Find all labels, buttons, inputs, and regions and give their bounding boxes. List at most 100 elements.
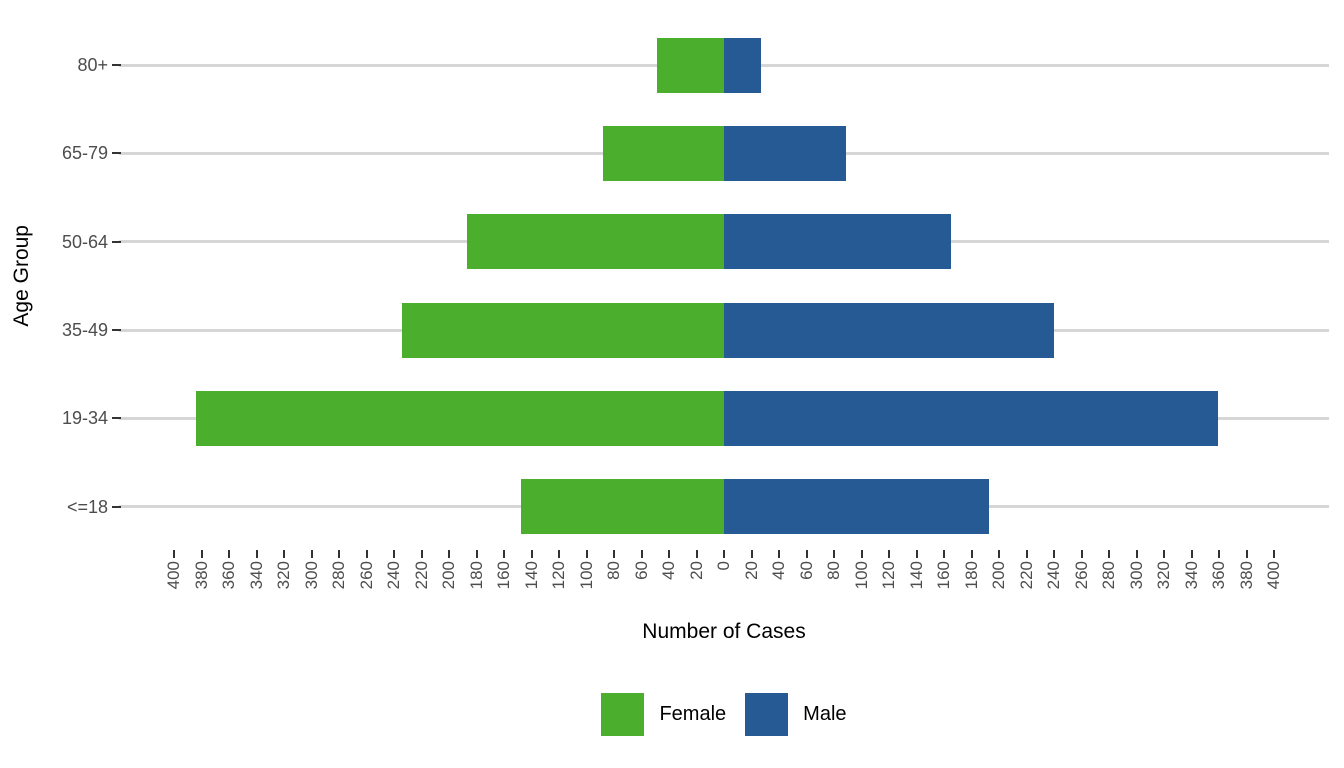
x-tick-mark <box>310 550 313 558</box>
x-tick-mark <box>448 550 450 558</box>
x-tick-mark <box>1273 550 1275 558</box>
x-tick-label: 280 <box>329 561 348 590</box>
x-tick-label: 80 <box>604 561 623 580</box>
x-tick-mark <box>695 550 698 558</box>
x-tick-label: 400 <box>1264 561 1283 590</box>
bar-female-65-79 <box>603 125 724 181</box>
bar-female-19-34 <box>196 390 724 446</box>
y-tick-mark <box>112 152 121 155</box>
x-tick-mark <box>750 550 753 558</box>
x-tick-label: 100 <box>851 561 871 590</box>
bar-male-<=18 <box>724 479 990 535</box>
x-tick-mark <box>1053 550 1055 558</box>
x-tick-label: 400 <box>164 561 183 590</box>
x-tick-label: 180 <box>466 561 486 590</box>
x-tick-mark <box>530 550 533 558</box>
bar-female-35-49 <box>402 302 724 358</box>
x-tick-label: 300 <box>1126 561 1146 590</box>
y-tick-mark <box>112 64 121 67</box>
x-tick-label: 240 <box>1044 561 1063 590</box>
bar-male-80+ <box>724 37 762 93</box>
y-tick-label: 35-49 <box>61 320 108 341</box>
x-tick-label: 320 <box>274 561 293 590</box>
x-tick-label: 180 <box>961 561 981 590</box>
x-tick-label: 160 <box>934 561 953 590</box>
x-tick-mark <box>393 550 395 558</box>
legend-entry-male: Male <box>745 692 847 736</box>
y-axis-title: Age Group <box>10 225 33 327</box>
y-tick-mark <box>112 329 121 332</box>
x-tick-mark <box>365 550 368 558</box>
x-tick-label: 360 <box>219 561 238 590</box>
x-tick-mark <box>1080 550 1083 558</box>
x-tick-mark <box>640 550 643 558</box>
y-tick-label: <=18 <box>66 496 108 517</box>
x-tick-label: 220 <box>411 561 431 590</box>
y-tick-label: 50-64 <box>61 231 108 252</box>
y-tick-mark <box>112 240 121 243</box>
x-tick-mark <box>805 550 808 558</box>
x-tick-label: 140 <box>906 561 926 590</box>
x-tick-mark <box>1135 550 1138 558</box>
x-tick-label: 120 <box>879 561 898 590</box>
legend-label: Male <box>803 702 847 725</box>
legend: Female Male <box>119 690 1329 738</box>
x-tick-mark <box>475 550 478 558</box>
x-tick-label: 100 <box>576 561 596 590</box>
x-tick-mark <box>200 550 203 558</box>
bar-male-65-79 <box>724 125 847 181</box>
x-tick-label: 360 <box>1209 561 1228 590</box>
x-tick-label: 380 <box>191 561 211 590</box>
x-tick-mark <box>420 550 423 558</box>
x-tick-label: 40 <box>769 561 788 580</box>
legend-swatch-female <box>601 692 645 736</box>
x-tick-label: 380 <box>1236 561 1256 590</box>
legend-swatch-male <box>745 692 789 736</box>
x-tick-mark <box>1218 550 1220 558</box>
x-tick-label: 240 <box>384 561 403 590</box>
x-tick-mark <box>1245 550 1248 558</box>
legend-label: Female <box>659 702 727 725</box>
x-axis-title: Number of Cases <box>642 620 806 643</box>
x-tick-mark <box>255 550 258 558</box>
x-tick-mark <box>283 550 285 558</box>
x-tick-mark <box>503 550 505 558</box>
x-tick-mark <box>1190 550 1193 558</box>
y-tick-mark <box>112 417 121 420</box>
x-tick-label: 60 <box>631 561 651 580</box>
x-tick-label: 340 <box>1181 561 1201 590</box>
x-tick-label: 280 <box>1099 561 1118 590</box>
x-tick-mark <box>998 550 1000 558</box>
x-tick-mark <box>668 550 670 558</box>
x-tick-mark <box>1108 550 1110 558</box>
y-tick-label: 65-79 <box>61 143 108 164</box>
bar-female-<=18 <box>520 479 724 535</box>
x-tick-label: 200 <box>989 561 1008 590</box>
legend-entry-female: Female <box>601 692 727 736</box>
x-tick-mark <box>585 550 588 558</box>
x-tick-label: 0 <box>714 561 733 571</box>
x-tick-label: 300 <box>301 561 321 590</box>
bar-female-50-64 <box>466 214 724 270</box>
x-tick-mark <box>558 550 560 558</box>
x-tick-label: 40 <box>659 561 678 580</box>
x-tick-mark <box>228 550 230 558</box>
y-tick-label: 80+ <box>77 55 108 76</box>
x-tick-label: 160 <box>494 561 513 590</box>
x-tick-label: 20 <box>686 561 706 580</box>
x-tick-label: 120 <box>549 561 568 590</box>
x-tick-label: 260 <box>1071 561 1091 590</box>
x-tick-mark <box>860 550 863 558</box>
bar-male-35-49 <box>724 302 1054 358</box>
x-tick-mark <box>888 550 890 558</box>
x-tick-label: 80 <box>824 561 843 580</box>
x-tick-label: 140 <box>521 561 541 590</box>
x-tick-label: 320 <box>1154 561 1173 590</box>
y-tick-label: 19-34 <box>61 408 108 429</box>
y-tick-mark <box>112 505 121 508</box>
bar-male-19-34 <box>724 390 1218 446</box>
x-tick-mark <box>1163 550 1165 558</box>
x-tick-label: 60 <box>796 561 816 580</box>
